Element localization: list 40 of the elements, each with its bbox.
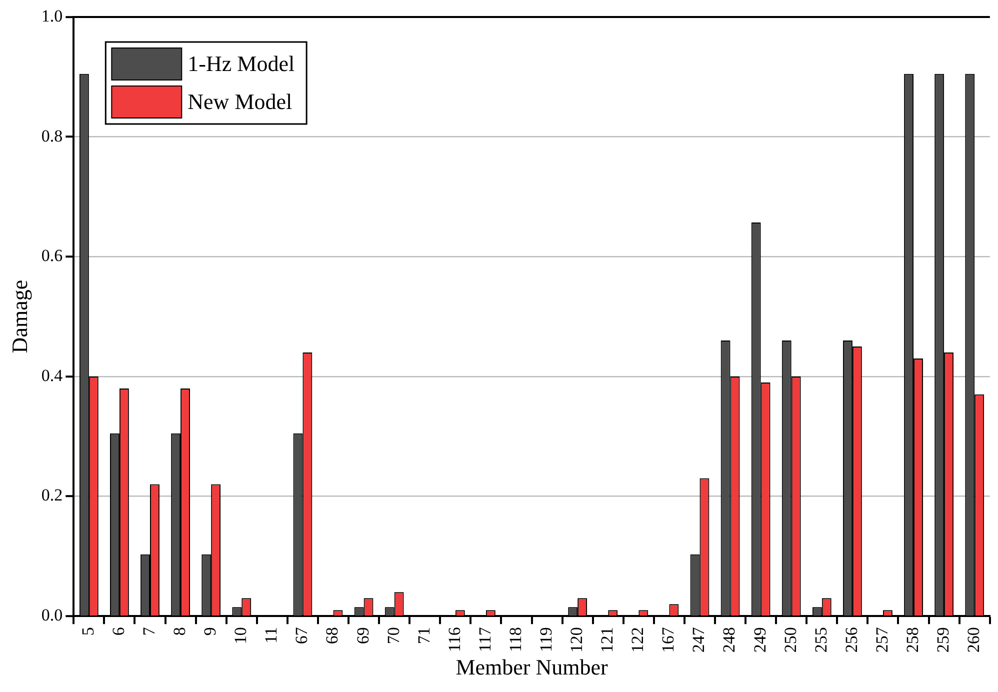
x-tick-label: 68: [322, 627, 342, 644]
x-tick-label: 167: [658, 626, 678, 653]
x-tick-label: 69: [353, 627, 372, 644]
x-tick-label: 258: [902, 627, 922, 653]
x-tick-label: 117: [475, 626, 494, 652]
y-tick-label: 0.0: [41, 606, 63, 625]
x-tick-label: 10: [231, 627, 250, 644]
x-tick-label: 260: [964, 627, 984, 653]
x-tick-label: 70: [384, 627, 403, 644]
x-tick-label: 116: [444, 627, 464, 652]
y-tick-label: 0.2: [41, 486, 63, 505]
legend-label: 1-Hz Model: [188, 50, 295, 76]
legend-label: New Model: [188, 88, 292, 114]
x-tick-label: 121: [598, 627, 617, 653]
y-tick-label: 0.6: [41, 246, 63, 266]
x-tick-label: 259: [934, 627, 953, 653]
y-tick-label: 1.0: [41, 6, 63, 26]
x-tick-label: 248: [720, 627, 739, 653]
x-tick-label: 257: [872, 626, 892, 653]
x-tick-label: 247: [689, 626, 708, 653]
y-tick-label: 0.4: [41, 366, 64, 385]
x-tick-label: 8: [170, 627, 190, 636]
x-tick-label: 256: [842, 627, 861, 653]
y-tick-label: 0.8: [41, 126, 63, 146]
x-tick-label: 122: [628, 627, 648, 653]
x-tick-label: 119: [536, 627, 556, 652]
x-tick-label: 255: [811, 627, 830, 653]
x-tick-label: 249: [750, 627, 770, 653]
x-tick-label: 250: [780, 627, 800, 653]
x-tick-label: 67: [292, 626, 312, 644]
x-tick-label: 118: [506, 627, 525, 652]
x-tick-label: 120: [567, 627, 586, 653]
x-tick-label: 7: [139, 626, 158, 636]
x-axis-title: Member Number: [456, 654, 608, 680]
y-axis-title: Damage: [6, 280, 32, 354]
x-tick-label: 5: [78, 627, 98, 636]
x-tick-label: 6: [108, 627, 128, 636]
x-tick-label: 9: [200, 627, 220, 636]
x-tick-label: 71: [414, 627, 434, 644]
x-tick-label: 11: [262, 627, 281, 644]
